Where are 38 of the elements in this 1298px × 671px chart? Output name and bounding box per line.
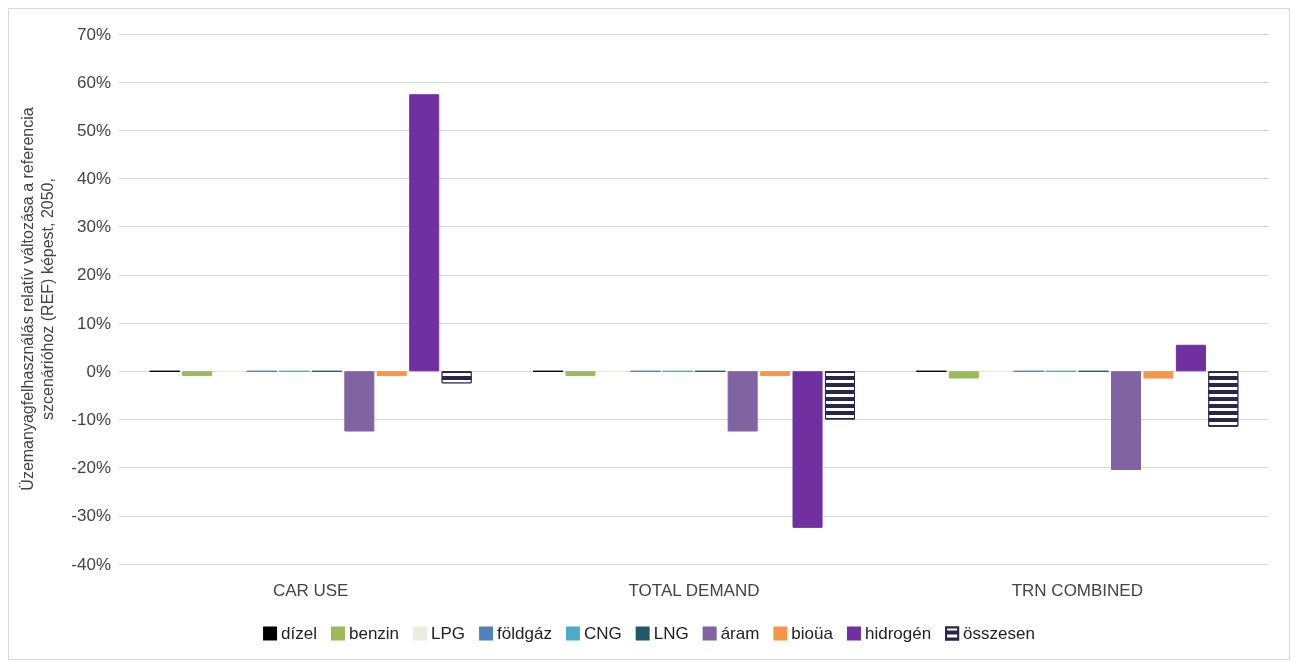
y-tick-label: -10% — [71, 409, 111, 429]
legend-label: hidrogén — [864, 624, 932, 643]
y-tick-label: 70% — [76, 24, 111, 44]
bar — [409, 94, 440, 372]
bar — [376, 371, 407, 377]
y-tick-label: 20% — [76, 265, 111, 285]
bar — [565, 371, 596, 377]
bar — [1175, 344, 1206, 372]
legend-label: LNG — [653, 624, 689, 643]
y-tick-label: 60% — [76, 72, 111, 92]
y-tick-label: -40% — [71, 554, 111, 574]
legend-label: földgáz — [497, 624, 552, 643]
legend-label: LPG — [431, 624, 466, 643]
legend-label: benzin — [348, 624, 400, 643]
y-tick-label: 30% — [76, 217, 111, 237]
y-tick-label: 10% — [76, 313, 111, 333]
bar — [182, 371, 213, 377]
y-axis-title: Üzemanyagfelhasználás relatív változása a referencia szcenárióhoz (REF) képest, 2050, — [18, 107, 56, 491]
legend-label: áram — [720, 624, 760, 643]
legend-label: bioüa — [791, 624, 834, 643]
bar — [948, 371, 979, 379]
bar — [760, 371, 791, 377]
bar — [1143, 371, 1174, 379]
bar — [792, 371, 823, 528]
bar — [344, 371, 375, 432]
bar — [1110, 371, 1142, 471]
y-tick-label: 0% — [86, 361, 111, 381]
x-tick-label: TRN COMBINED — [1011, 581, 1143, 600]
bar — [727, 371, 758, 432]
legend-label: dízel — [281, 624, 317, 643]
y-tick-label: -20% — [71, 458, 111, 478]
x-tick-label: TOTAL DEMAND — [628, 581, 760, 600]
y-tick-label: 40% — [76, 169, 111, 189]
x-tick-label: CAR USE — [272, 581, 349, 600]
y-tick-label: -30% — [71, 506, 111, 526]
y-tick-label: 50% — [76, 120, 111, 140]
legend-label: összesen — [963, 624, 1035, 643]
legend-label: CNG — [583, 624, 622, 643]
